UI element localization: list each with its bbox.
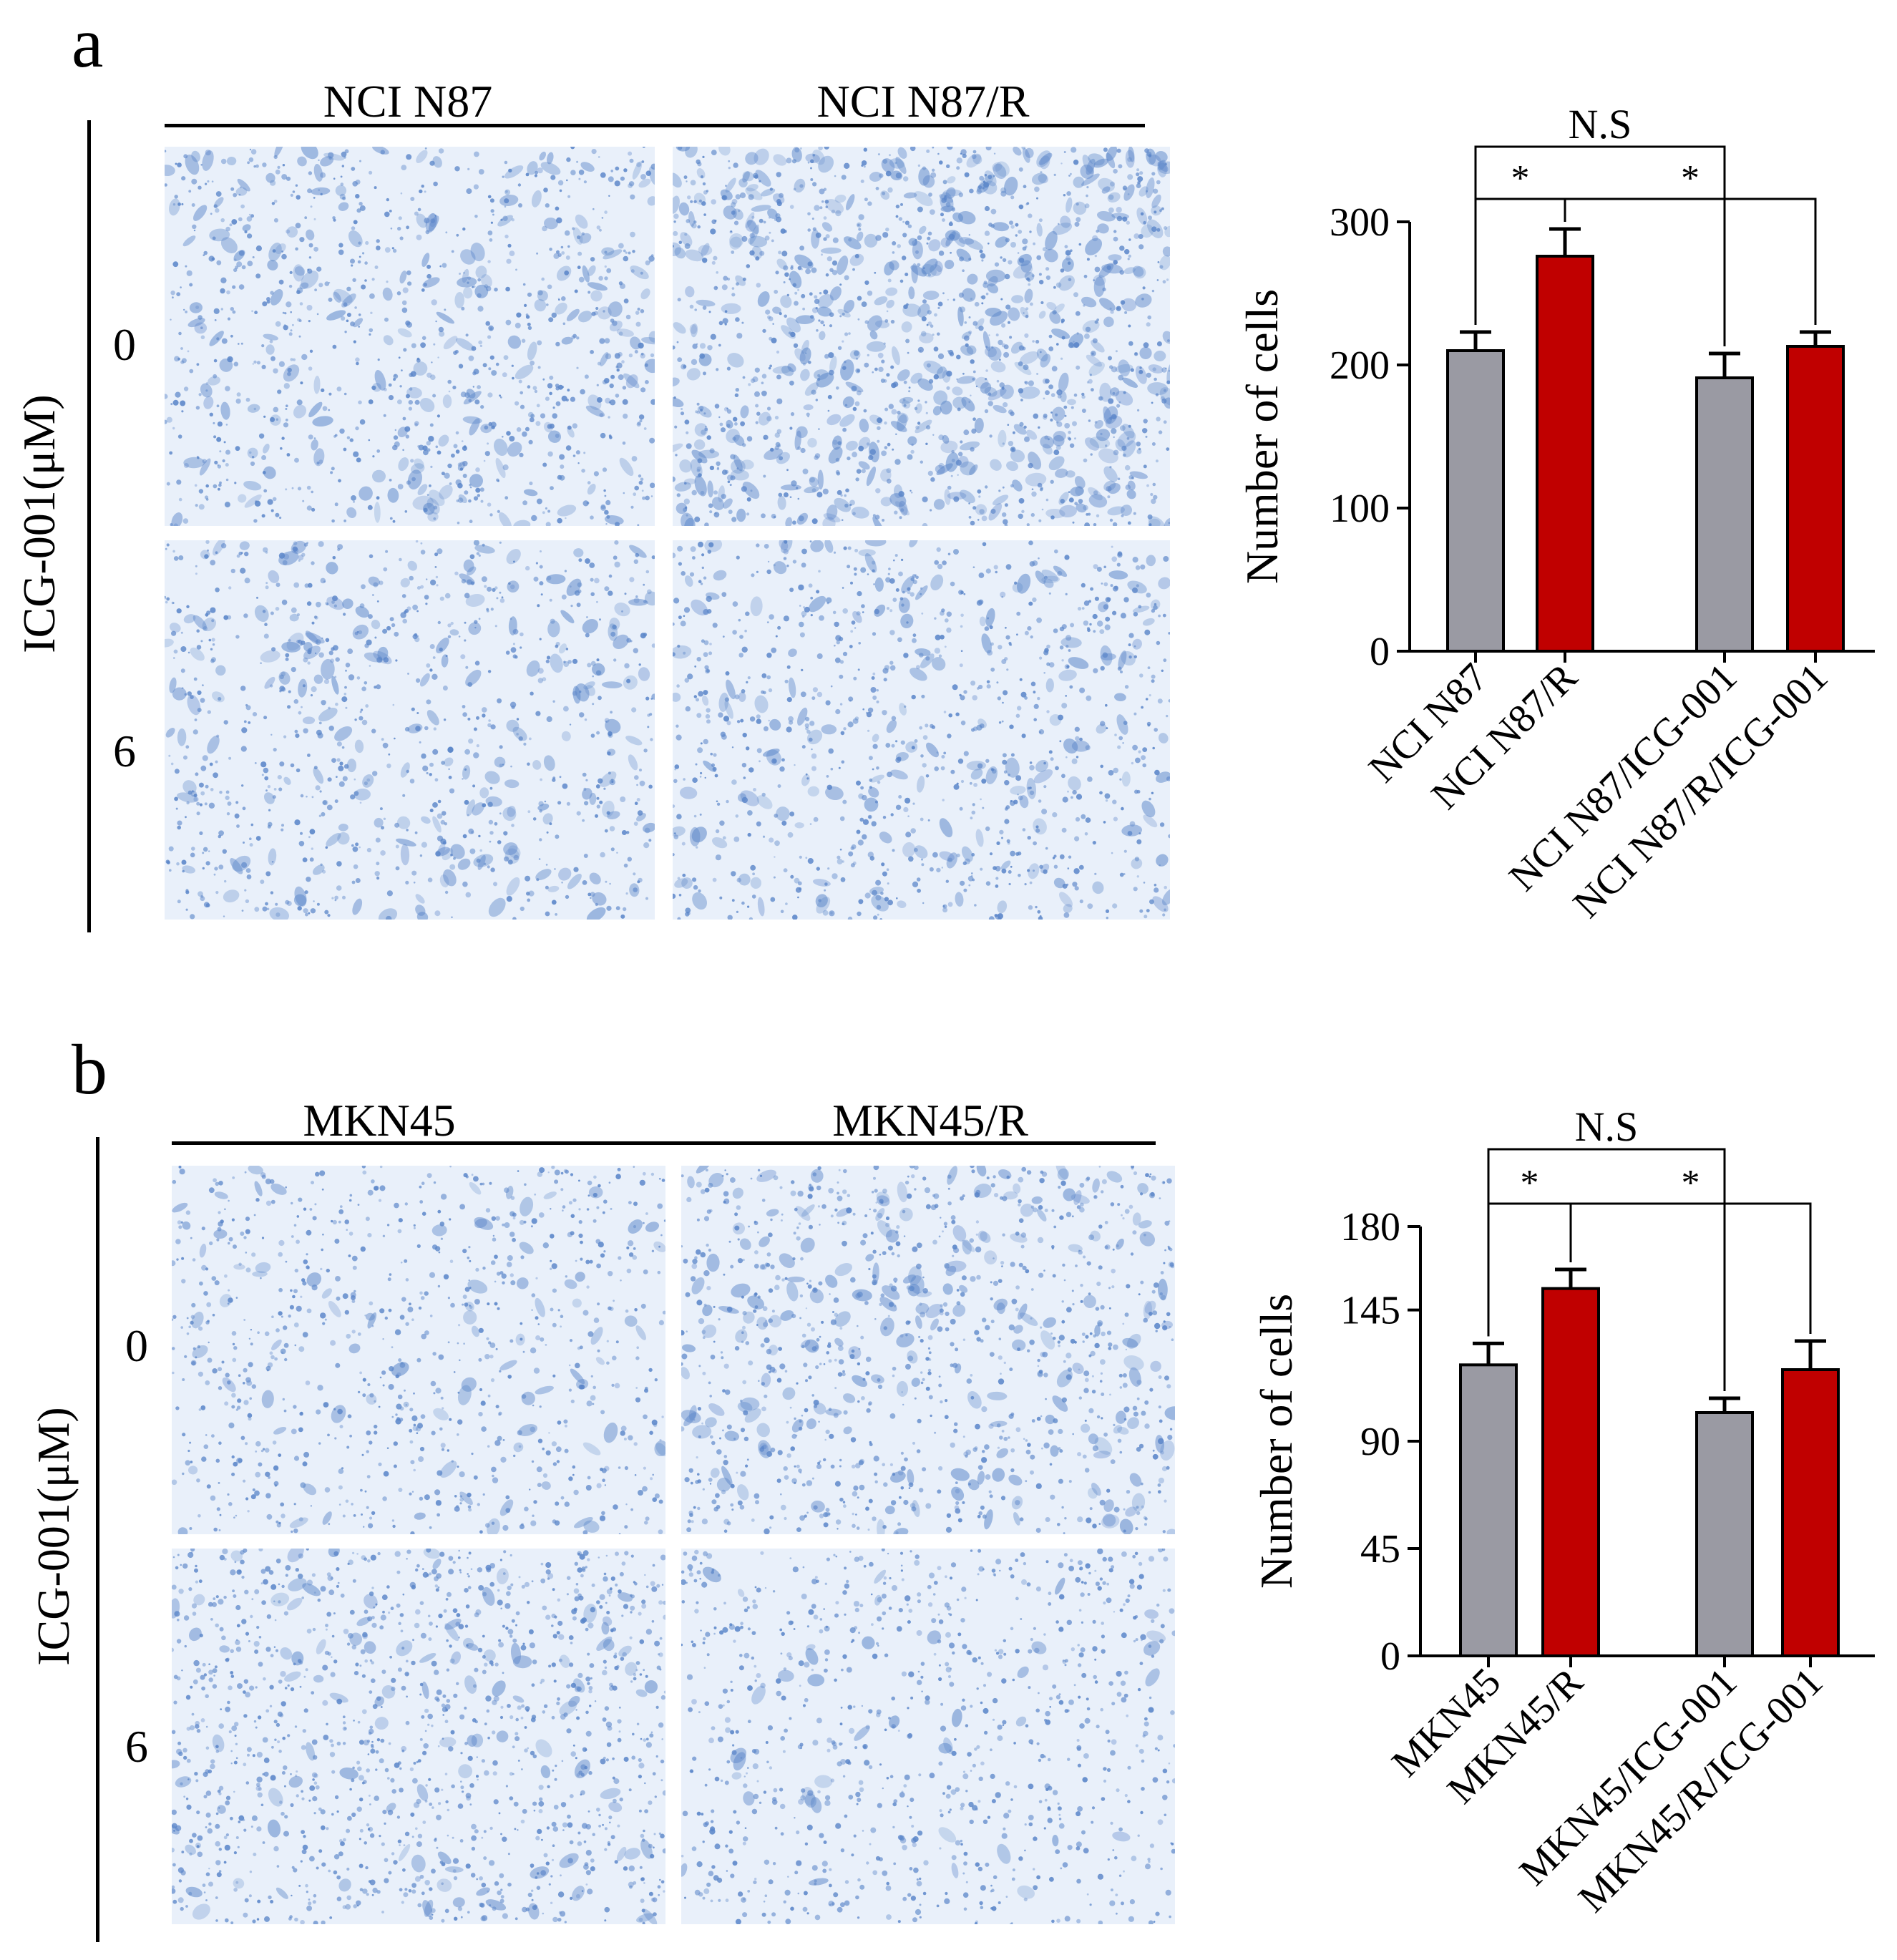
bar-chart: Number of cells 0 45 90 145 180 MKN45 MKN45/R MK… [1245, 1103, 1875, 1956]
bar [1446, 349, 1505, 653]
significance-label: * [1511, 158, 1530, 199]
row-axis-rule [87, 120, 91, 932]
micrograph-texture [172, 1549, 665, 1924]
bar [1541, 1287, 1600, 1657]
micrograph-texture [172, 1166, 665, 1534]
panel-b: b MKN45 MKN45/R ICG-001(μM) 0 6 Number o… [0, 980, 1897, 1959]
column-header-rule [165, 124, 1145, 127]
column-title: NCI N87/R [816, 76, 1030, 127]
significance-label: N.S [1569, 101, 1632, 147]
micrograph-texture [165, 147, 655, 526]
significance-bracket [1564, 198, 1817, 325]
micrograph-texture [165, 540, 655, 920]
row-label: 6 [125, 1721, 148, 1772]
bar [1786, 345, 1845, 653]
micrograph-texture [681, 1166, 1175, 1534]
column-header-rule [172, 1141, 1156, 1145]
chart-svg: Number of cells04590145180MKN45MKN45/RMK… [1251, 1103, 1875, 1921]
bar [1695, 376, 1754, 653]
row-label: 0 [113, 319, 136, 370]
column-title: NCI N87 [323, 76, 493, 127]
y-tick-label: 90 [1360, 1420, 1400, 1464]
bar [1781, 1368, 1840, 1657]
panel-letter: b [72, 1030, 107, 1109]
significance-bracket [1487, 1148, 1726, 1391]
bar [1536, 255, 1594, 653]
y-tick-label: 200 [1330, 343, 1390, 388]
significance-label: * [1681, 158, 1700, 199]
row-label: 0 [125, 1320, 148, 1371]
y-tick-label: 0 [1380, 1634, 1400, 1679]
y-axis-title: Number of cells [1251, 1294, 1302, 1589]
significance-label: * [1521, 1163, 1539, 1204]
y-tick-label: 100 [1330, 487, 1390, 531]
micrograph-image [673, 540, 1170, 920]
micrograph-image [681, 1549, 1175, 1924]
micrograph-image [165, 540, 655, 920]
bar-chart: Number of cells 0 100 200 300 NCI N87 NCI N87/… [1237, 93, 1875, 973]
micrograph-texture [681, 1549, 1175, 1924]
micrograph-texture [673, 540, 1170, 920]
row-axis-label: ICG-001(μM) [28, 1407, 79, 1666]
y-tick-label: 300 [1330, 200, 1390, 245]
micrograph-image [673, 147, 1170, 526]
column-title: MKN45 [303, 1095, 456, 1146]
significance-bracket [1569, 1202, 1812, 1334]
y-tick-label: 0 [1370, 630, 1390, 674]
y-tick-label: 145 [1340, 1289, 1400, 1333]
y-axis-title: Number of cells [1237, 289, 1287, 584]
micrograph-image [681, 1166, 1175, 1534]
row-label: 6 [113, 726, 136, 776]
significance-label: N.S [1575, 1103, 1639, 1150]
panel-letter: a [72, 3, 104, 82]
row-axis-rule [96, 1137, 99, 1942]
significance-bracket [1474, 145, 1726, 346]
micrograph-image [172, 1549, 665, 1924]
bar [1459, 1363, 1518, 1657]
panel-a: a NCI N87 NCI N87/R ICG-001(μM) 0 6 Numb… [14, 3, 1875, 973]
micrograph-image [172, 1166, 665, 1534]
significance-label: * [1682, 1163, 1700, 1204]
column-title: MKN45/R [832, 1095, 1028, 1146]
y-tick-label: 180 [1340, 1205, 1400, 1249]
row-axis-label: ICG-001(μM) [14, 394, 64, 653]
micrograph-texture [673, 147, 1170, 526]
bar [1695, 1411, 1754, 1657]
y-tick-label: 45 [1360, 1527, 1400, 1571]
micrograph-image [165, 147, 655, 526]
